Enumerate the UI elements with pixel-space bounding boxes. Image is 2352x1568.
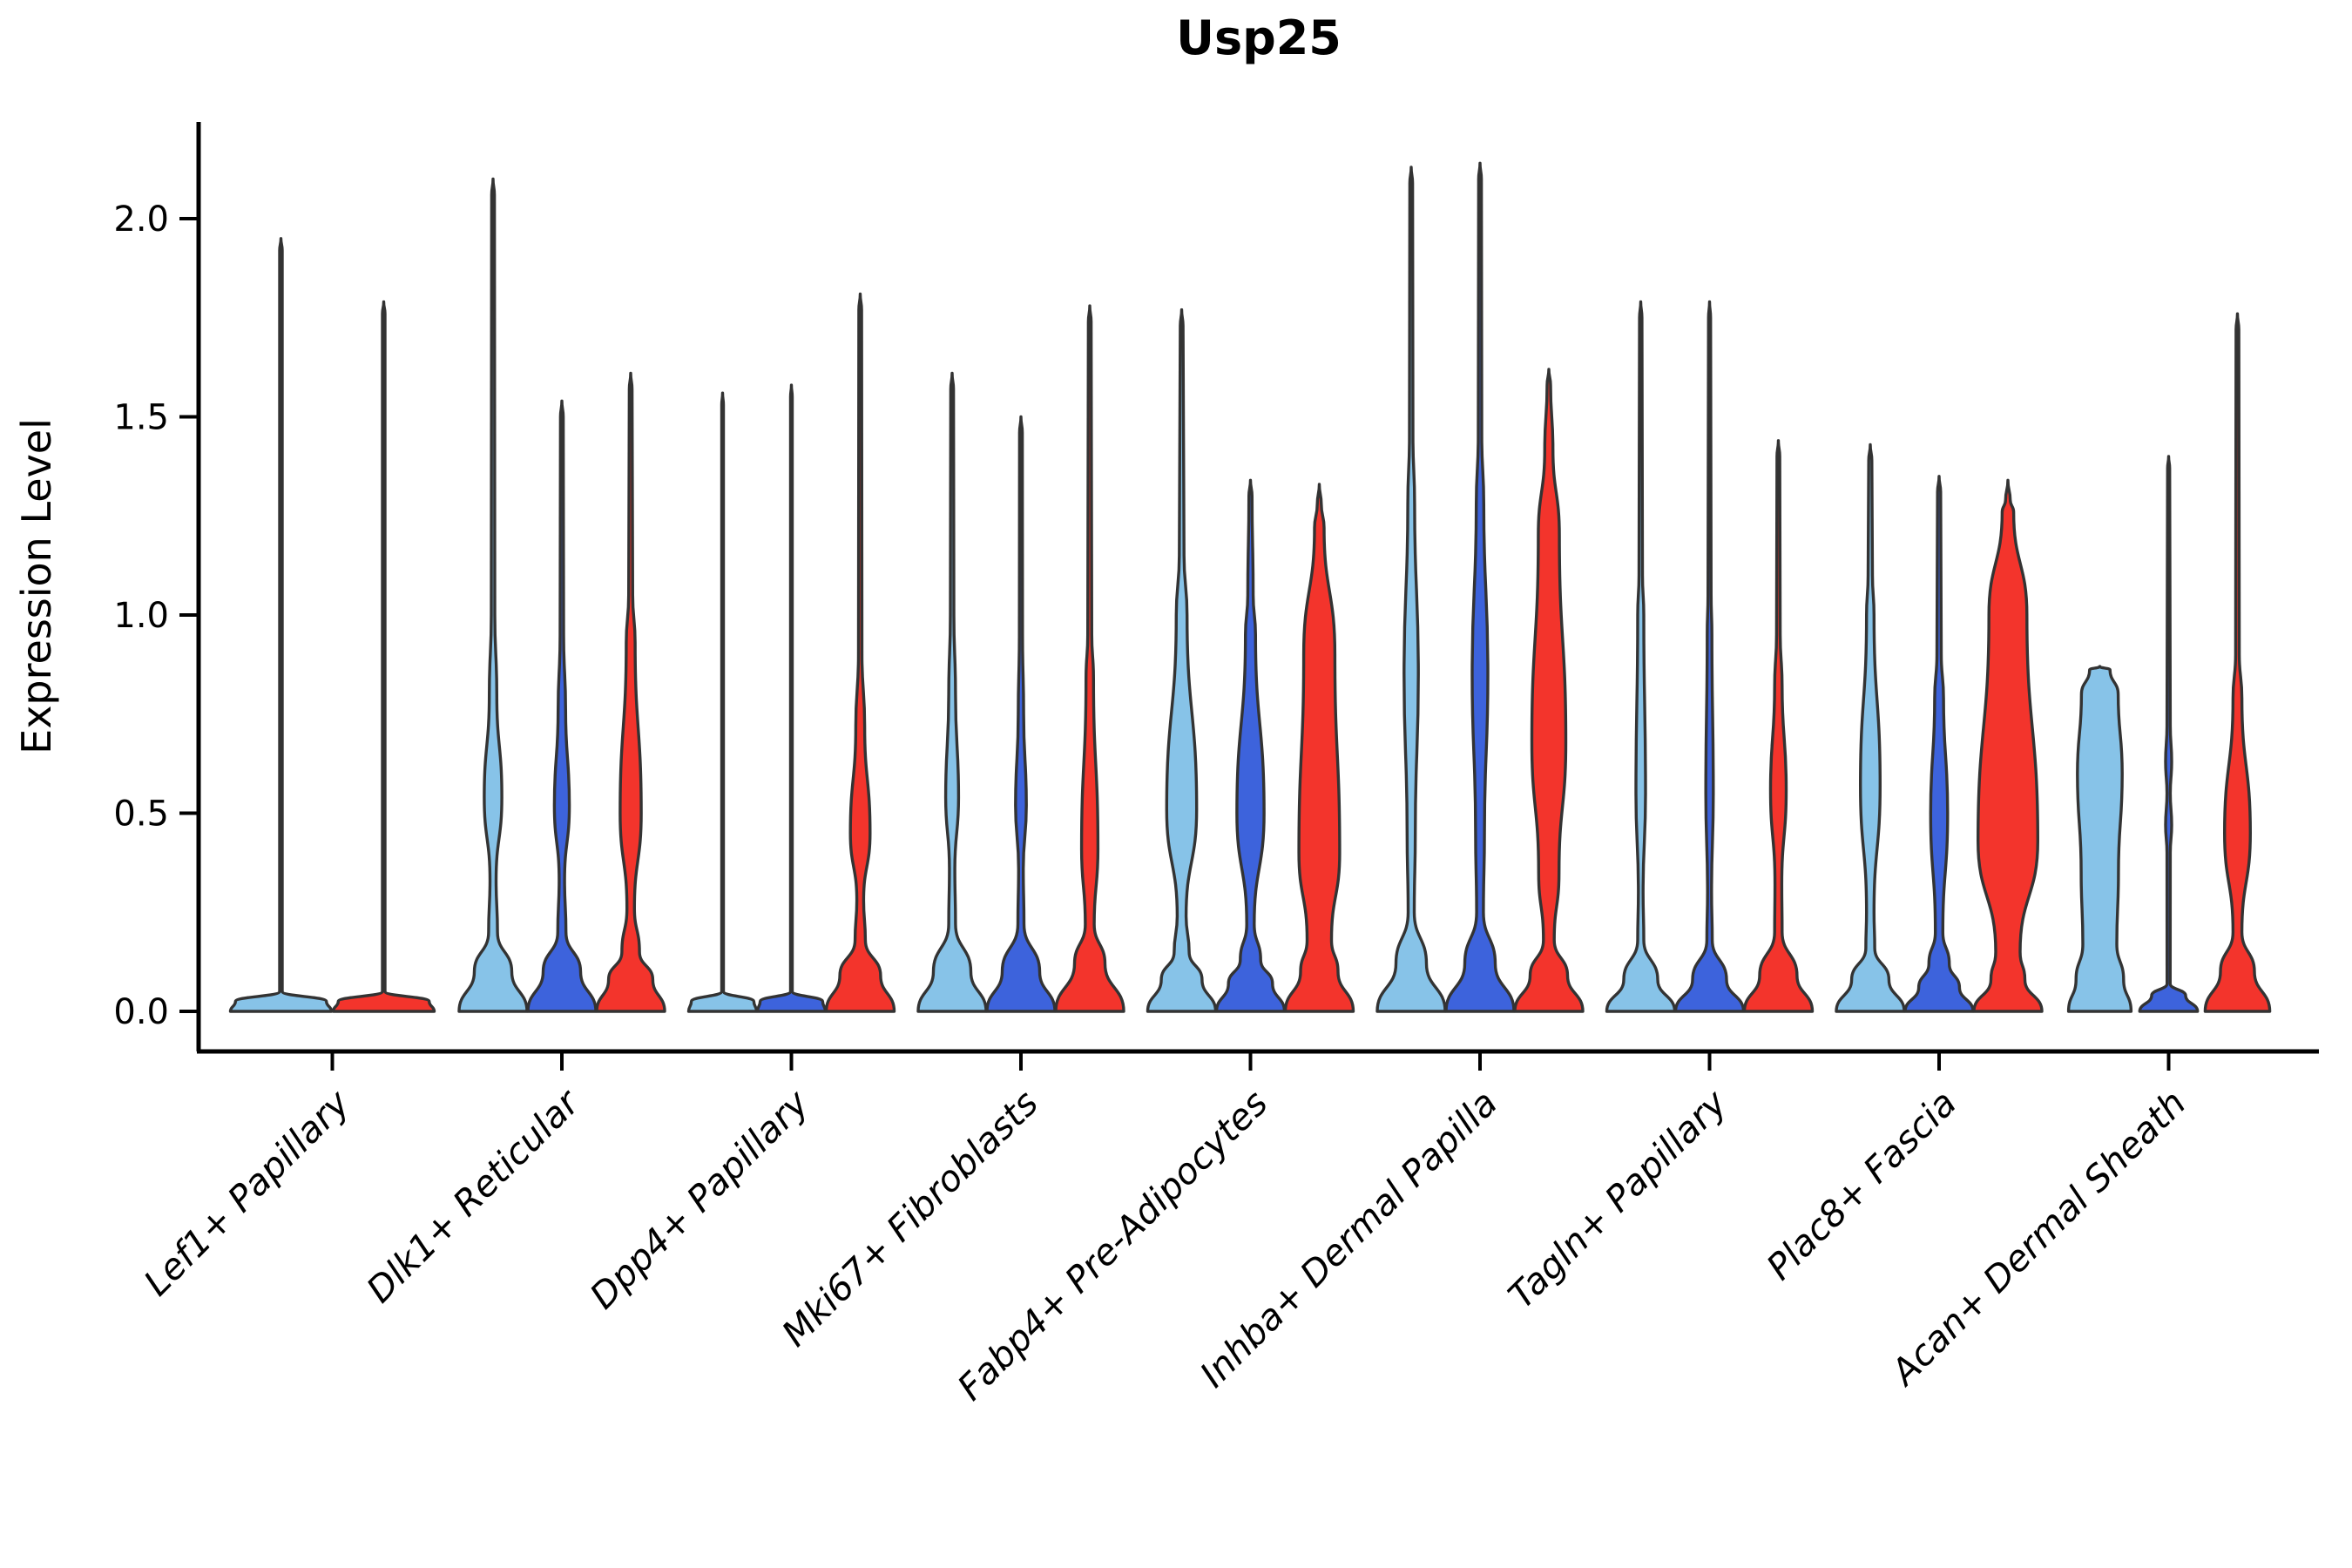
- y-tick-label: 2.0: [113, 199, 169, 240]
- violin-Inhba+-royal-blue: [1444, 161, 1516, 1013]
- y-tick-label: 1.0: [113, 596, 169, 636]
- violin-Acan+-royal-blue: [2138, 455, 2200, 1013]
- violin-Plac8+-light-blue: [1835, 443, 1906, 1013]
- plot-area: 0.0 0.5 1.0 1.5 2.0 Lef1+ Papillary Dlk1+ Reti…: [113, 122, 2319, 1409]
- violin-Dlk1+-royal-blue: [526, 399, 598, 1013]
- x-tick-label: Tagln+ Papillary: [1500, 1082, 1735, 1317]
- violin-Tagln+-royal-blue: [1673, 300, 1746, 1013]
- violin-Inhba+-light-blue: [1375, 166, 1447, 1013]
- violin-Acan+-red: [2203, 312, 2272, 1013]
- violin-Mki67+-royal-blue: [985, 415, 1057, 1013]
- x-tick-label: Lef1+ Papillary: [136, 1082, 358, 1304]
- violin-Mki67+-red: [1054, 304, 1125, 1013]
- violin-Dpp4+-red: [824, 292, 896, 1013]
- y-axis-label: Expression Level: [13, 418, 60, 754]
- violin-Plac8+-red: [1972, 478, 2044, 1013]
- chart-title: Usp25: [1176, 10, 1342, 65]
- violin-Plac8+-royal-blue: [1903, 475, 1975, 1013]
- violin-Mki67+-light-blue: [916, 371, 988, 1013]
- violin-Dpp4+-royal-blue: [755, 383, 828, 1013]
- violin-Acan+-light-blue: [2066, 665, 2133, 1013]
- violin-Fabp4+-red: [1283, 483, 1355, 1013]
- violin-Lef1+-red: [331, 300, 436, 1013]
- violin-Tagln+-light-blue: [1605, 300, 1677, 1013]
- violin-Dpp4+-light-blue: [686, 391, 759, 1013]
- violin-Dlk1+-red: [595, 371, 666, 1013]
- violin-Dlk1+-light-blue: [457, 177, 529, 1013]
- violin-Fabp4+-light-blue: [1146, 308, 1218, 1013]
- x-tick-label: Dlk1+ Reticular: [359, 1081, 589, 1311]
- violin-Fabp4+-royal-blue: [1214, 478, 1287, 1013]
- violin-Tagln+-red: [1742, 439, 1815, 1013]
- x-tick-label: Plac8+ Fascia: [1759, 1082, 1964, 1288]
- x-tick-label: Mki67+ Fibroblasts: [774, 1082, 1046, 1355]
- y-tick-label: 1.5: [113, 398, 169, 438]
- x-tick-label: Dpp4+ Papillary: [582, 1082, 817, 1317]
- y-tick-label: 0.0: [113, 992, 169, 1032]
- violin-Inhba+-red: [1513, 368, 1585, 1013]
- violin-Lef1+-light-blue: [228, 237, 334, 1013]
- y-tick-label: 0.5: [113, 794, 169, 835]
